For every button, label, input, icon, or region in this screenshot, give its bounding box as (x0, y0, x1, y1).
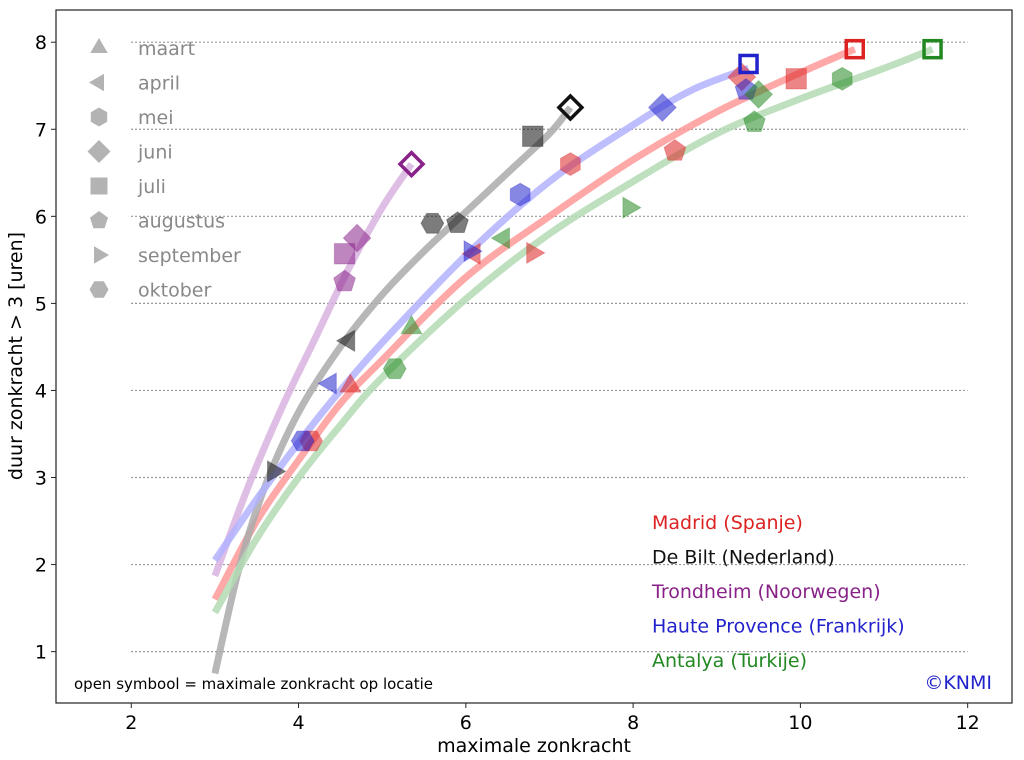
data-point-maart (400, 314, 423, 335)
max-point-marker (556, 93, 585, 122)
fit-curves (211, 45, 934, 675)
legend-month-label: oktober (138, 280, 211, 302)
max-point-marker (397, 150, 426, 179)
grid-lines (131, 41, 968, 653)
data-point-maart (339, 373, 362, 393)
note-open-symbol: open symbool = maximale zonkracht op loc… (74, 675, 433, 693)
data-point-oktober (382, 358, 407, 380)
y-axis-ticks: 1 2 3 4 5 6 7 8 (35, 32, 56, 664)
data-point-augustus (446, 211, 469, 233)
plot-frame (55, 9, 1013, 704)
legend-location-label: Madrid (Spanje) (652, 512, 803, 534)
data-point-juni (647, 92, 677, 123)
legend-marker-oktober (89, 281, 109, 298)
y-tick-label: 6 (35, 206, 47, 228)
y-tick-label: 5 (35, 293, 47, 315)
legend-marker-juli (90, 177, 108, 195)
data-point-oktober (420, 212, 445, 234)
location-legend: Madrid (Spanje) De Bilt (Nederland) Trondh… (651, 512, 905, 672)
data-point-augustus (742, 110, 766, 132)
legend-month-label: juli (137, 176, 166, 198)
data-points (267, 38, 943, 483)
data-point-juli (333, 243, 356, 265)
legend-month-label: maart (138, 38, 195, 60)
legend-month-label: juni (137, 142, 173, 164)
fit-curve-4 (211, 45, 934, 615)
data-point-juni (342, 223, 372, 253)
fit-curve-0 (211, 45, 857, 602)
x-tick-label: 6 (460, 712, 472, 734)
x-tick-label: 2 (125, 712, 137, 734)
data-point-september (267, 460, 287, 483)
fit-curve-2 (211, 162, 415, 578)
legend-marker-maart (90, 38, 108, 53)
data-point-september (622, 196, 642, 219)
data-point-oktober (290, 430, 315, 452)
month-legend: maart april mei juni juli augustus september ok… (87, 38, 241, 302)
legend-location-label: Antalya (Turkije) (652, 650, 807, 672)
legend-location-label: De Bilt (Nederland) (652, 547, 835, 569)
legend-marker-september (94, 246, 109, 264)
y-tick-label: 1 (35, 642, 47, 664)
fit-curve-1 (211, 105, 574, 675)
legend-marker-mei (90, 107, 108, 127)
data-point-april (490, 226, 510, 250)
max-point-marker (844, 38, 866, 60)
y-tick-label: 3 (35, 468, 47, 490)
max-point-marker (738, 53, 759, 75)
y-tick-label: 4 (35, 380, 47, 402)
x-axis-label: maximale zonkracht (437, 735, 631, 757)
data-point-juni (744, 79, 774, 109)
legend-month-label: september (138, 245, 241, 267)
legend-month-label: augustus (138, 211, 225, 233)
data-point-juli (785, 68, 807, 90)
data-point-augustus (333, 269, 356, 292)
x-tick-label: 8 (627, 712, 639, 734)
data-point-april (317, 372, 337, 395)
x-tick-label: 12 (956, 712, 980, 734)
max-point-marker (922, 38, 943, 60)
legend-location-label: Haute Provence (Frankrijk) (652, 616, 905, 638)
data-point-mei (560, 152, 581, 177)
legend-marker-augustus (90, 211, 108, 229)
data-point-september (463, 239, 484, 263)
y-tick-label: 7 (35, 119, 47, 141)
data-point-mei (509, 182, 531, 207)
legend-month-label: mei (138, 107, 173, 129)
y-tick-label: 8 (35, 32, 47, 54)
y-axis-label: duur zonkracht > 3 [uren] (5, 232, 27, 480)
x-tick-label: 4 (293, 712, 305, 734)
legend-marker-april (89, 73, 104, 92)
x-tick-label: 10 (788, 712, 812, 734)
legend-month-label: april (138, 73, 180, 95)
data-point-augustus (663, 138, 687, 161)
x-axis-ticks: 2 4 6 8 10 12 (125, 703, 980, 734)
legend-location-label: Trondheim (Noorwegen) (651, 581, 881, 603)
y-tick-label: 2 (35, 555, 47, 577)
data-point-april (335, 329, 356, 353)
data-point-mei (831, 66, 853, 91)
legend-marker-juni (87, 140, 111, 163)
credit-knmi: ©KNMI (924, 672, 992, 694)
data-point-juli (522, 125, 544, 147)
data-point-september (526, 241, 546, 265)
